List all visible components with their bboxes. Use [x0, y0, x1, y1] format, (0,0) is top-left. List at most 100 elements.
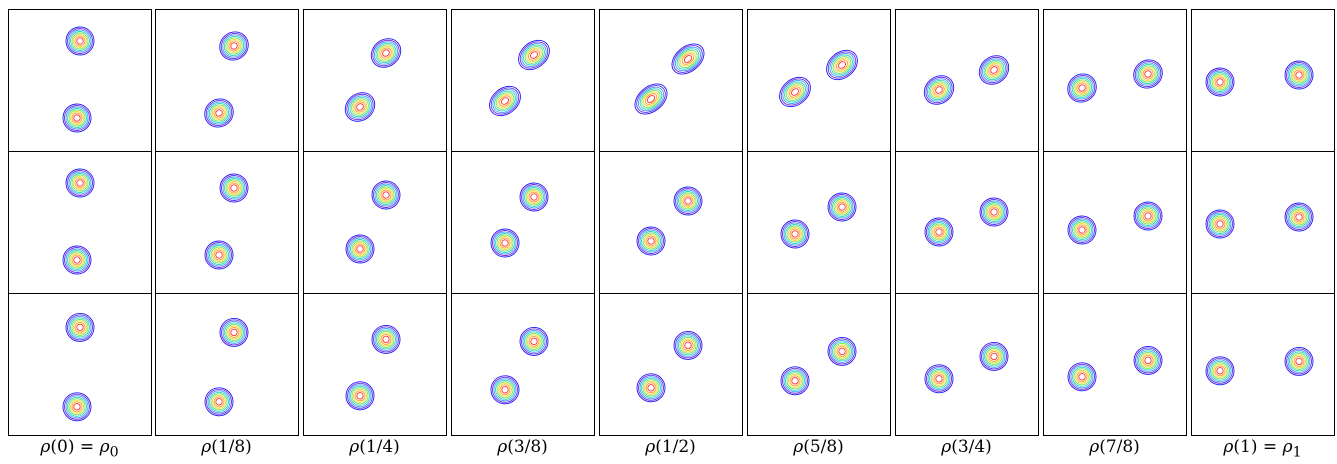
contour-line: [1070, 76, 1094, 100]
density-blob-b: [65, 26, 95, 56]
contour-line: [345, 234, 375, 264]
contour-line: [925, 76, 953, 104]
contour-line: [988, 206, 1000, 218]
contour-line: [1070, 365, 1094, 389]
caption-rho-endpoint: ρ: [99, 437, 110, 457]
density-blob-b: [518, 39, 550, 71]
contour-line: [523, 44, 545, 66]
contour-line: [215, 398, 223, 406]
contour-line: [926, 78, 952, 102]
density-blob-b: [519, 326, 549, 356]
contour-line: [221, 319, 247, 346]
density-blob-b: [1133, 201, 1163, 231]
contour-line: [830, 339, 854, 363]
contour-line: [222, 320, 246, 344]
contour-line: [1072, 220, 1092, 240]
contour-line: [1284, 60, 1314, 90]
contour-line: [638, 374, 664, 401]
contour-line: [495, 379, 515, 400]
panel-row1-col8: [1043, 9, 1187, 152]
density-blob-a: [62, 392, 92, 422]
contour-line: [73, 176, 87, 190]
contour-line: [65, 106, 89, 130]
contour-line: [985, 203, 1003, 221]
contour-line: [524, 187, 544, 207]
density-blob-b: [65, 312, 95, 342]
contour-line: [207, 101, 231, 125]
contour-line: [68, 29, 92, 53]
density-blob-a: [636, 373, 666, 403]
caption-argument: (1/4): [359, 437, 400, 457]
contour-line: [1133, 345, 1163, 375]
contour-line: [784, 81, 806, 103]
contour-line: [791, 230, 799, 238]
contour-line: [1144, 70, 1152, 78]
contour-line: [1075, 223, 1089, 237]
contour-line: [935, 86, 943, 94]
contour-line: [530, 337, 538, 346]
contour-line: [791, 88, 799, 96]
contour-line: [1286, 62, 1312, 88]
contour-line: [684, 341, 692, 350]
contour-line: [1073, 221, 1091, 239]
contour-line: [681, 338, 695, 353]
density-blob-b: [673, 186, 703, 216]
contour-line: [673, 330, 703, 360]
contour-line: [680, 51, 696, 67]
contour-line: [1210, 360, 1230, 381]
density-blob-a: [62, 103, 92, 133]
contour-line: [380, 333, 392, 345]
contour-line: [836, 345, 848, 357]
panel-row1-col2: [155, 9, 299, 152]
contour-line: [356, 245, 364, 253]
contour-line: [213, 396, 225, 408]
density-blob-b: [827, 192, 857, 222]
contour-line: [1141, 209, 1155, 223]
contour-line: [373, 326, 399, 353]
contour-line: [641, 231, 661, 251]
contour-line: [65, 312, 95, 342]
contour-line: [1214, 218, 1226, 230]
contour-line: [634, 83, 668, 115]
density-blob-b: [65, 168, 95, 198]
contour-line: [65, 395, 89, 419]
panel-row2-col9: [1191, 151, 1335, 294]
contour-line: [522, 185, 546, 209]
panel-frame: [895, 293, 1039, 436]
contour-line: [1074, 81, 1090, 95]
caption-rho: ρ: [349, 437, 360, 457]
contour-line: [681, 194, 695, 208]
caption-col7: ρ(3/4): [895, 437, 1038, 463]
contour-line: [377, 186, 395, 204]
contour-line: [1210, 72, 1230, 92]
panel-frame: [747, 293, 891, 436]
contour-line: [636, 85, 666, 113]
contour-line: [1136, 204, 1160, 228]
contour-line: [675, 188, 701, 214]
contour-line: [76, 323, 84, 332]
contour-line: [783, 222, 807, 246]
contour-line: [351, 98, 369, 116]
contour-line: [1133, 59, 1163, 89]
contour-line: [639, 88, 663, 110]
panel-row2-col2: [155, 151, 299, 294]
caption-col9: ρ(1) = ρ1: [1191, 437, 1334, 463]
contour-line: [678, 49, 698, 69]
contour-line: [783, 369, 807, 393]
contour-line: [676, 189, 700, 213]
contour-line: [933, 226, 945, 238]
contour-line: [74, 35, 86, 47]
contour-line: [489, 85, 521, 117]
contour-line: [1076, 371, 1088, 383]
contour-line: [1293, 355, 1305, 367]
contour-line: [830, 195, 854, 219]
density-blob-b: [371, 180, 401, 210]
contour-line: [351, 387, 369, 405]
contour-line: [832, 341, 852, 362]
contour-line: [832, 56, 852, 74]
contour-line: [786, 225, 804, 243]
contour-line: [933, 84, 945, 96]
contour-line: [530, 51, 538, 59]
density-blob-a: [344, 92, 376, 122]
contour-line: [682, 195, 694, 207]
